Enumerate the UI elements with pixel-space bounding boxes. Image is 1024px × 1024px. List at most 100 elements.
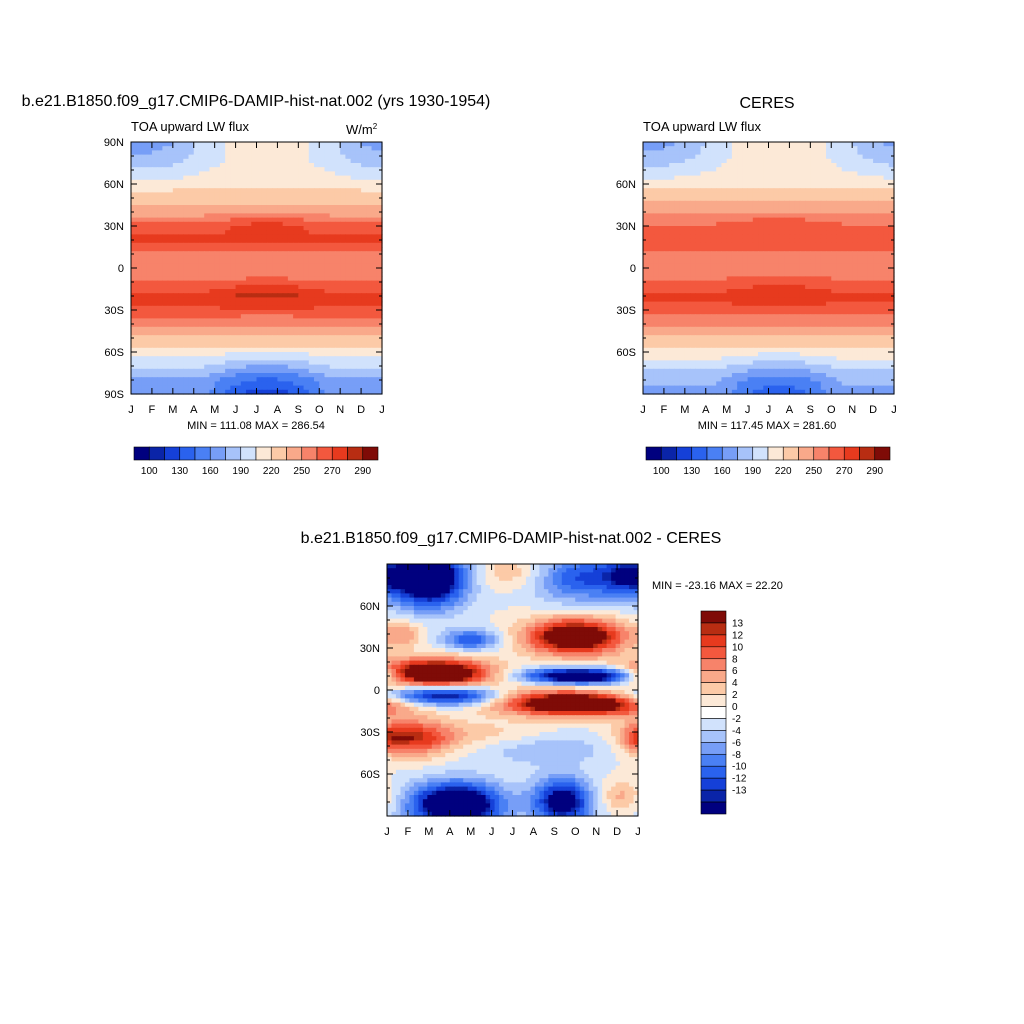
heatmap-cell <box>314 373 320 378</box>
heatmap-cell <box>789 154 796 160</box>
heatmap-cell <box>663 150 670 156</box>
heatmap-cell <box>805 289 811 294</box>
heatmap-cell <box>141 377 148 382</box>
heatmap-cell <box>240 255 247 261</box>
heatmap-cell <box>329 272 336 277</box>
heatmap-cell <box>172 268 179 273</box>
heatmap-cell <box>658 192 665 198</box>
heatmap-cell <box>157 179 163 185</box>
heatmap-cell <box>695 163 702 168</box>
heatmap-cell <box>136 326 143 332</box>
heatmap-cell <box>178 200 184 206</box>
heatmap-cell <box>679 284 686 290</box>
heatmap-cell <box>679 251 686 256</box>
heatmap-cell <box>251 255 258 261</box>
heatmap-cell <box>334 289 341 294</box>
heatmap-cell <box>773 272 780 277</box>
heatmap-cell <box>674 171 681 177</box>
heatmap-cell <box>355 142 362 147</box>
heatmap-cell <box>251 310 258 315</box>
heatmap-cell <box>768 289 775 294</box>
heatmap-cell <box>752 251 759 256</box>
heatmap-cell <box>298 146 305 151</box>
heatmap-cell <box>219 335 226 340</box>
heatmap-cell <box>282 163 289 168</box>
heatmap-cell <box>731 263 738 269</box>
heatmap-cell <box>314 343 320 349</box>
heatmap-cell <box>287 381 294 387</box>
heatmap-cell <box>669 251 675 256</box>
heatmap-cell <box>862 158 869 164</box>
heatmap-cell <box>653 175 660 181</box>
heatmap-cell <box>700 293 707 298</box>
heatmap-cell <box>193 360 200 366</box>
heatmap-cell <box>862 242 869 248</box>
heatmap-cell <box>261 297 268 303</box>
heatmap-cell <box>225 184 231 189</box>
heatmap-cell <box>324 171 331 177</box>
heatmap-cell <box>695 213 702 219</box>
heatmap-cell <box>293 335 299 340</box>
heatmap-cell <box>230 175 237 181</box>
heatmap-cell <box>820 263 827 269</box>
heatmap-cell <box>815 146 822 151</box>
heatmap-cell <box>277 331 284 336</box>
heatmap-cell <box>705 200 712 206</box>
heatmap-cell <box>731 196 738 202</box>
heatmap-cell <box>695 217 702 223</box>
heatmap-cell <box>679 301 686 307</box>
heatmap-cell <box>230 234 237 240</box>
heatmap-cell <box>867 188 874 193</box>
heatmap-cell <box>319 356 326 361</box>
heatmap-cell <box>230 318 237 324</box>
heatmap-cell <box>151 356 158 361</box>
heatmap-cell <box>340 209 346 214</box>
heatmap-cell <box>272 259 279 265</box>
heatmap-cell <box>235 221 242 227</box>
heatmap-cell <box>883 234 890 240</box>
heatmap-cell <box>663 217 670 223</box>
heatmap-cell <box>246 142 252 147</box>
heatmap-cell <box>151 272 158 277</box>
heatmap-cell <box>209 188 216 193</box>
heatmap-cell <box>308 209 315 214</box>
heatmap-cell <box>752 297 759 303</box>
heatmap-cell <box>805 179 811 185</box>
heatmap-cell <box>653 301 660 307</box>
heatmap-cell <box>888 171 895 177</box>
heatmap-cell <box>287 188 294 193</box>
heatmap-cell <box>784 268 791 273</box>
heatmap-cell <box>230 221 237 227</box>
heatmap-cell <box>873 150 879 156</box>
heatmap-cell <box>773 167 780 172</box>
heatmap-cell <box>794 205 801 210</box>
heatmap-cell <box>261 377 268 382</box>
heatmap-cell <box>695 230 702 235</box>
heatmap-cell <box>198 171 205 177</box>
heatmap-cell <box>361 184 367 189</box>
heatmap-cell <box>773 310 780 315</box>
heatmap-cell <box>648 163 655 168</box>
heatmap-cell <box>752 242 759 248</box>
heatmap-cell <box>282 234 289 240</box>
heatmap-cell <box>684 276 691 282</box>
heatmap-cell <box>329 167 336 172</box>
heatmap-cell <box>225 171 231 177</box>
heatmap-cell <box>277 385 284 391</box>
heatmap-cell <box>240 276 247 282</box>
heatmap-cell <box>376 196 383 202</box>
heatmap-cell <box>345 230 352 235</box>
heatmap-cell <box>747 154 754 160</box>
heatmap-cell <box>178 347 184 353</box>
heatmap-cell <box>256 242 263 248</box>
heatmap-cell <box>172 242 179 248</box>
heatmap-cell <box>235 276 242 282</box>
heatmap-cell <box>805 158 811 164</box>
heatmap-cell <box>293 167 299 172</box>
heatmap-cell <box>277 276 284 282</box>
heatmap-cell <box>308 184 315 189</box>
heatmap-cell <box>188 154 195 160</box>
heatmap-cell <box>815 272 822 277</box>
heatmap-cell <box>684 314 691 319</box>
heatmap-cell <box>721 158 728 164</box>
